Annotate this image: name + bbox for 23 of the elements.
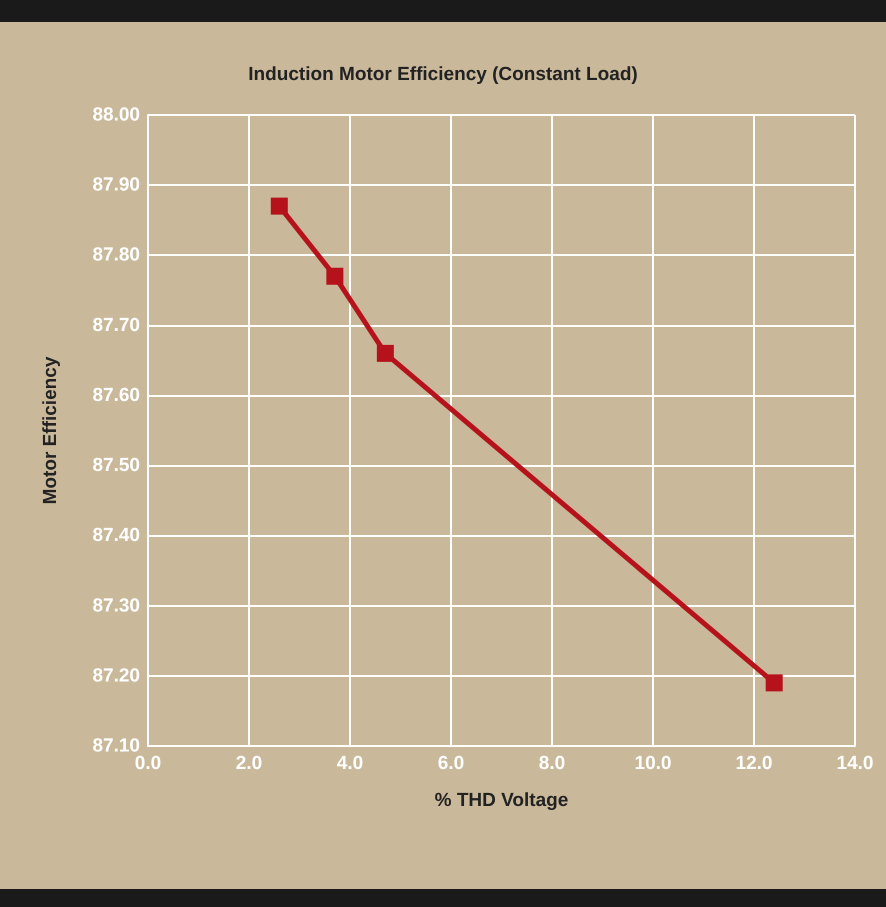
y-tick-label: 87.70: [92, 314, 140, 336]
y-tick-label: 87.80: [92, 244, 140, 266]
point: [376, 344, 394, 362]
x-tick-label: 12.0: [736, 753, 772, 774]
point: [270, 198, 288, 215]
x-tick-label: 2.0: [236, 753, 262, 774]
point: [326, 268, 344, 285]
y-tick-label: 87.20: [92, 665, 140, 686]
point: [766, 674, 783, 692]
x-tick-label: 6.0: [438, 753, 464, 774]
y-tick-label: 87.60: [92, 384, 140, 406]
x-tick-label: 10.0: [634, 753, 672, 774]
x-tick-label: 14.0: [836, 753, 874, 774]
chart-title: Induction Motor Efficiency (Constant Load): [248, 64, 638, 85]
y-axis-title: Motor Efficiency: [40, 356, 61, 504]
x-tick-label: 8.0: [538, 753, 566, 774]
x-tick-label: 4.0: [336, 753, 364, 774]
x-axis-title: % THD Voltage: [434, 790, 568, 811]
y-tick-label: 87.40: [92, 525, 140, 546]
y-tick-label: 87.30: [92, 595, 140, 616]
y-tick-label: 87.90: [92, 174, 140, 196]
y-tick-label: 87.50: [92, 455, 140, 476]
y-tick-label: 88.00: [92, 104, 140, 126]
